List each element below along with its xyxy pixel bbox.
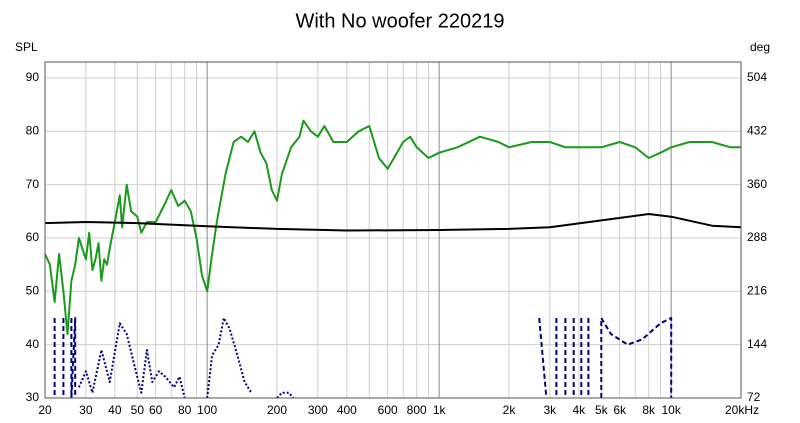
- x-tick-label: 30: [79, 403, 93, 417]
- y-tick-label: 50: [26, 284, 40, 298]
- y-axis-label: SPL: [15, 40, 38, 54]
- x-tick-label: 6k: [613, 403, 627, 417]
- x-tick-label: 200: [267, 403, 287, 417]
- x-tick-label: 20kHz: [725, 403, 759, 417]
- x-tick-label: 2k: [503, 403, 517, 417]
- y2-tick-label: 216: [747, 284, 767, 298]
- series-line: [44, 119, 741, 335]
- y-tick-label: 90: [26, 70, 40, 84]
- x-tick-label: 40: [108, 403, 122, 417]
- series-line: [44, 213, 742, 232]
- x-tick-label: 400: [337, 403, 357, 417]
- y2-tick-label: 504: [747, 70, 767, 84]
- x-tick-label: 100: [197, 403, 217, 417]
- chart-title: With No woofer 220219: [295, 10, 504, 32]
- series-line: [53, 317, 673, 399]
- x-tick-label: 20: [38, 403, 52, 417]
- y-tick-label: 40: [26, 337, 40, 351]
- x-tick-label: 4k: [572, 403, 586, 417]
- x-tick-label: 800: [407, 403, 427, 417]
- y-tick-label: 70: [26, 177, 40, 191]
- y2-tick-label: 72: [747, 390, 761, 404]
- plot-border: [44, 61, 742, 399]
- x-tick-label: 5k: [595, 403, 609, 417]
- x-tick-label: 50: [131, 403, 145, 417]
- y2-tick-label: 144: [747, 337, 767, 351]
- y-tick-label: 80: [26, 124, 40, 138]
- x-tick-label: 600: [378, 403, 398, 417]
- y2-tick-label: 360: [747, 177, 767, 191]
- x-tick-label: 60: [149, 403, 163, 417]
- x-tick-label: 8k: [642, 403, 656, 417]
- y2-tick-label: 432: [747, 124, 767, 138]
- x-tick-label: 80: [178, 403, 192, 417]
- x-tick-label: 1k: [433, 403, 447, 417]
- y-tick-label: 60: [26, 230, 40, 244]
- y2-tick-label: 288: [747, 230, 767, 244]
- x-tick-label: 3k: [544, 403, 558, 417]
- series-line: [77, 317, 294, 399]
- y-tick-label: 30: [26, 390, 40, 404]
- y2-axis-label: deg: [750, 40, 770, 54]
- x-tick-label: 10k: [661, 403, 681, 417]
- x-tick-label: 300: [308, 403, 328, 417]
